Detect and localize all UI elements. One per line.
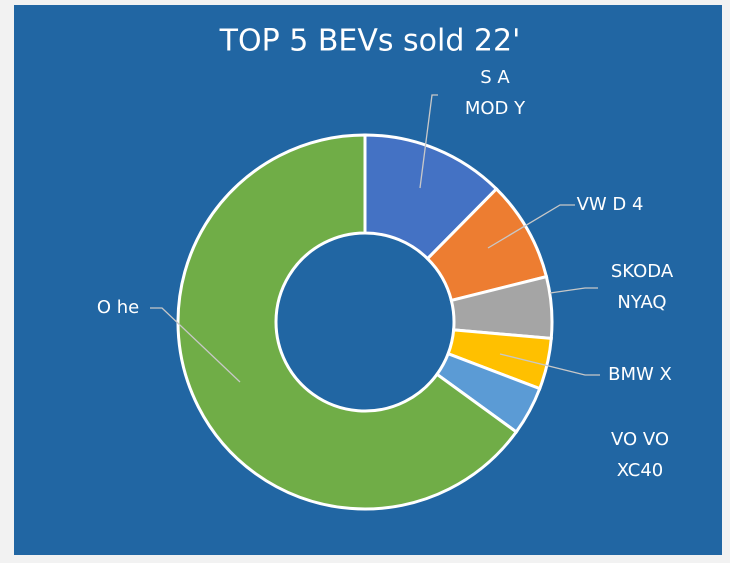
donut-segment (176, 133, 519, 511)
data-label: VO VO XC40 (611, 429, 669, 481)
data-label: SKODA NYAQ (611, 261, 674, 313)
data-label: S A MOD Y (465, 67, 526, 119)
leader-line (499, 353, 600, 376)
leader-line (419, 94, 438, 189)
leader-line (150, 307, 241, 383)
leader-line (549, 287, 598, 294)
data-label: BMW X (608, 364, 672, 385)
chart-title: TOP 5 BEVs sold 22' (219, 24, 521, 59)
data-label: O he (97, 297, 139, 318)
data-label: VW D 4 (577, 194, 644, 215)
leader-line (487, 204, 575, 249)
